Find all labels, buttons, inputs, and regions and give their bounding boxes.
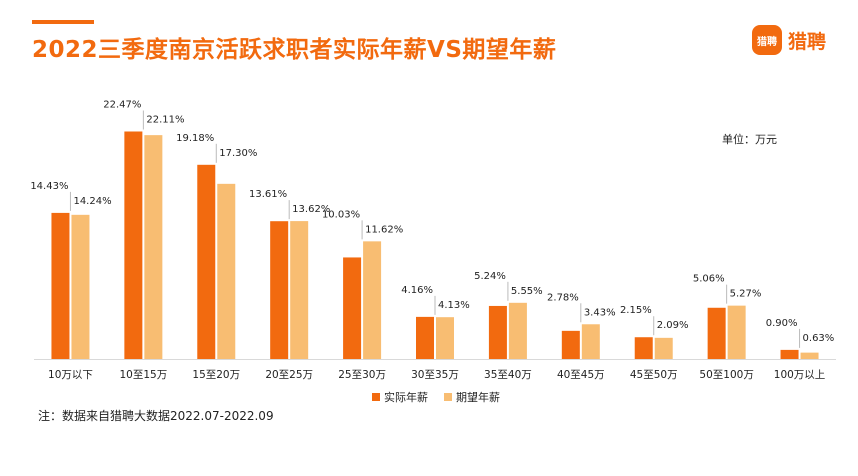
title-accent-bar [32,20,94,24]
legend-label-actual: 实际年薪 [384,391,428,404]
x-tick-label-7: 40至45万 [557,369,605,381]
bar-actual-9 [707,307,726,359]
data-label-actual-8: 2.15% [620,305,652,316]
bar-actual-2 [197,164,216,359]
bar-expected-0 [71,214,90,359]
data-label-expected-4: 11.62% [365,224,403,235]
data-label-actual-2: 19.18% [176,133,214,144]
x-tick-label-0: 10万以下 [48,369,93,381]
chart-legend: 实际年薪 期望年薪 [372,389,500,405]
data-label-actual-6: 5.24% [474,271,506,282]
x-tick-label-4: 25至30万 [338,369,386,381]
data-label-expected-3: 13.62% [292,204,330,215]
data-label-expected-7: 3.43% [584,307,616,318]
bar-actual-7 [561,330,580,359]
data-label-expected-9: 5.27% [730,289,762,300]
bar-actual-8 [634,337,653,359]
x-tick-label-10: 100万以上 [774,369,826,381]
data-label-expected-8: 2.09% [657,320,689,331]
legend-label-expected: 期望年薪 [456,391,500,404]
bar-expected-5 [436,317,454,359]
bar-expected-8 [654,337,673,359]
liepin-logo: 猎聘 猎聘 [752,25,826,55]
unit-label: 单位：万元 [722,133,777,146]
chart-title: 2022三季度南京活跃求职者实际年薪VS期望年薪 [32,37,557,63]
data-label-expected-6: 5.55% [511,286,543,297]
data-label-expected-0: 14.24% [73,196,111,207]
data-label-actual-7: 2.78% [547,292,579,303]
data-label-actual-5: 4.16% [401,285,433,296]
x-tick-label-8: 45至50万 [630,369,678,381]
x-tick-label-2: 15至20万 [192,369,240,381]
x-tick-label-9: 50至100万 [699,369,753,381]
bar-actual-4 [343,257,362,359]
bar-expected-7 [581,324,600,359]
bar-expected-2 [217,183,236,359]
data-label-expected-2: 17.30% [219,148,257,159]
data-label-actual-3: 13.61% [249,189,287,200]
x-tick-label-5: 30至35万 [411,369,459,381]
liepin-logo-text: 猎聘 [788,30,827,53]
data-label-actual-10: 0.90% [766,318,798,329]
bar-actual-1 [124,131,143,359]
data-label-actual-9: 5.06% [693,274,725,285]
data-label-expected-1: 22.11% [146,114,184,125]
legend-swatch-actual [372,393,380,401]
bar-expected-10 [800,352,819,359]
bar-actual-0 [51,212,70,359]
data-label-actual-1: 22.47% [103,99,141,110]
x-tick-label-1: 10至15万 [119,369,167,381]
data-label-expected-10: 0.63% [803,333,835,344]
legend-item-expected: 期望年薪 [444,389,500,405]
data-label-actual-4: 10.03% [322,209,360,220]
liepin-logo-icon: 猎聘 [752,25,782,55]
bar-expected-4 [363,241,382,359]
x-tick-label-6: 35至40万 [484,369,532,381]
legend-item-actual: 实际年薪 [372,389,428,405]
bar-expected-3 [290,221,309,359]
bar-expected-6 [508,302,527,359]
data-label-expected-5: 4.13% [438,300,470,311]
data-label-actual-0: 14.43% [30,181,68,192]
bar-expected-1 [144,135,163,359]
bar-actual-6 [488,305,507,359]
x-tick-label-3: 20至25万 [265,369,313,381]
bar-actual-5 [416,316,434,359]
legend-swatch-expected [444,393,452,401]
bar-expected-9 [727,305,746,359]
data-source-note: 注：数据来自猎聘大数据2022.07-2022.09 [38,409,274,423]
bar-actual-3 [270,221,289,359]
bar-actual-10 [780,349,799,359]
